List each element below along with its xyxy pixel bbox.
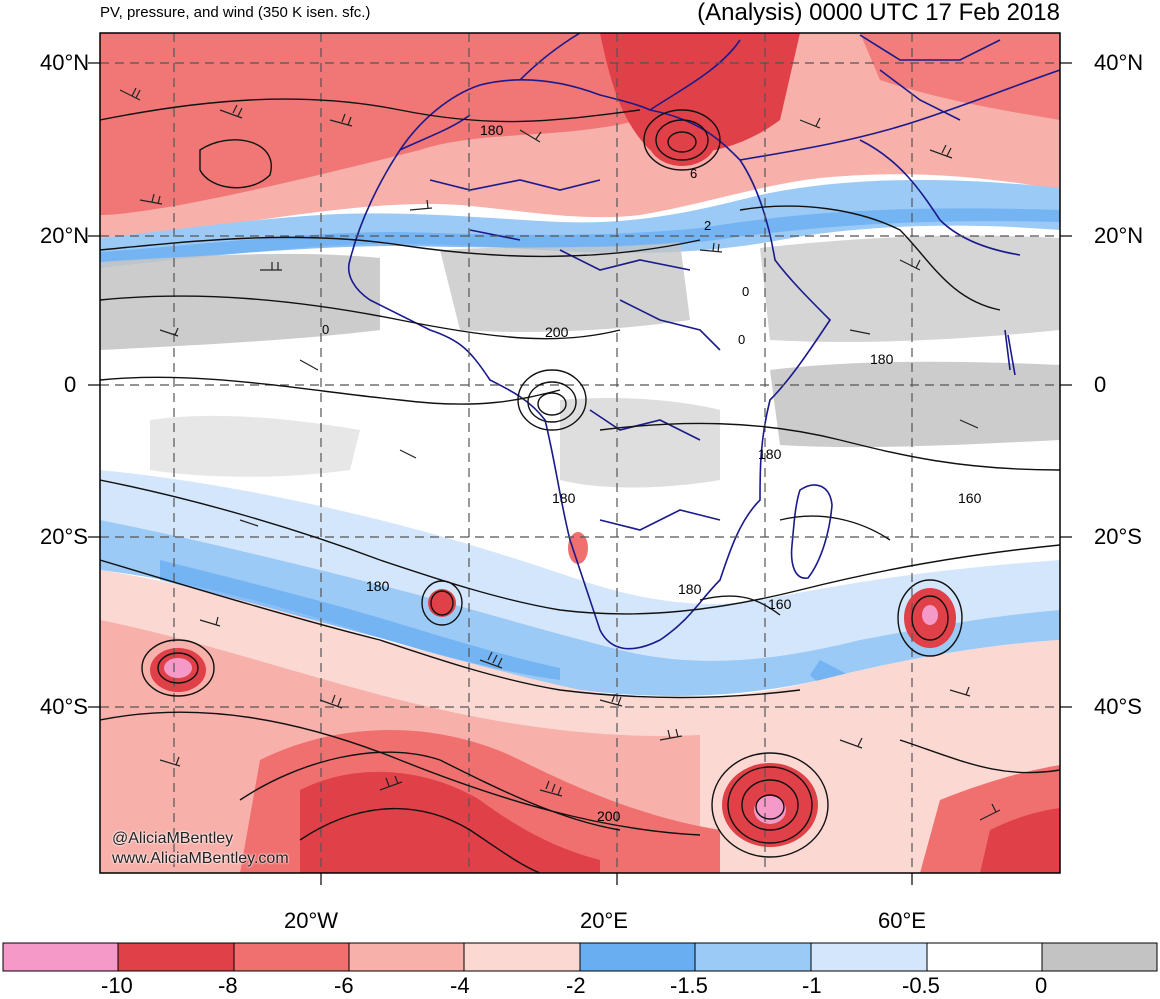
lat-label-20s-right: 20°S bbox=[1094, 524, 1142, 549]
contour-label: 2 bbox=[704, 218, 712, 233]
lat-label-40s-right: 40°S bbox=[1094, 694, 1142, 719]
contour-label: 200 bbox=[597, 808, 621, 824]
contour-label: 0 bbox=[738, 332, 746, 347]
contour-label: 6 bbox=[690, 166, 698, 181]
lat-label-40n-right: 40°N bbox=[1094, 50, 1144, 75]
contour-label: 180 bbox=[480, 122, 504, 138]
lat-label-40s: 40°S bbox=[40, 694, 88, 719]
lat-label-equator: 0 bbox=[64, 372, 77, 397]
graticule bbox=[100, 33, 1060, 873]
colorbar-label: -10 bbox=[101, 973, 133, 998]
contour-label: 200 bbox=[545, 324, 569, 340]
lon-label-20w: 20°W bbox=[284, 908, 339, 933]
lat-label-20n: 20°N bbox=[40, 223, 90, 248]
map-title: (Analysis) 0000 UTC 17 Feb 2018 bbox=[697, 0, 1060, 26]
colorbar-label: -4 bbox=[450, 973, 470, 998]
colorbar-label: 0 bbox=[1035, 973, 1048, 998]
map-frame bbox=[99, 32, 1061, 874]
contour-label: 180 bbox=[366, 578, 390, 594]
contour-label: 160 bbox=[958, 490, 982, 506]
pressure-contours bbox=[100, 98, 1060, 873]
colorbar-label: -6 bbox=[334, 973, 354, 998]
lat-label-20n-right: 20°N bbox=[1094, 223, 1144, 248]
colorbar-label: -2 bbox=[566, 973, 586, 998]
lat-label-20s: 20°S bbox=[40, 524, 88, 549]
colorbar-label: -1 bbox=[802, 973, 822, 998]
lat-label-40n: 40°N bbox=[40, 50, 90, 75]
credit-handle: @AliciaMBentley bbox=[112, 830, 234, 847]
lon-label-60e: 60°E bbox=[878, 908, 926, 933]
contour-label: 160 bbox=[768, 596, 792, 612]
map-subtitle: PV, pressure, and wind (350 K isen. sfc.… bbox=[100, 4, 371, 21]
contour-label: 0 bbox=[742, 284, 750, 299]
colorbar-label: -1.5 bbox=[670, 973, 708, 998]
contour-label: 180 bbox=[678, 581, 702, 597]
contour-label: 180 bbox=[758, 446, 782, 462]
credit-url: www.AliciaMBentley.com bbox=[112, 850, 289, 867]
colorbar-swatches bbox=[2, 942, 1158, 972]
colorbar-label: -8 bbox=[218, 973, 238, 998]
lat-label-equator-right: 0 bbox=[1094, 372, 1107, 397]
colorbar-label: -0.5 bbox=[902, 973, 940, 998]
lon-label-20e: 20°E bbox=[580, 908, 628, 933]
axis-ticks bbox=[88, 62, 1072, 885]
contour-label: 180 bbox=[552, 490, 576, 506]
wind-barbs bbox=[119, 87, 1001, 821]
coastlines bbox=[348, 33, 1060, 650]
contour-label: 180 bbox=[870, 351, 894, 367]
pv-shading bbox=[100, 33, 1060, 873]
contour-label: 0 bbox=[322, 322, 330, 337]
